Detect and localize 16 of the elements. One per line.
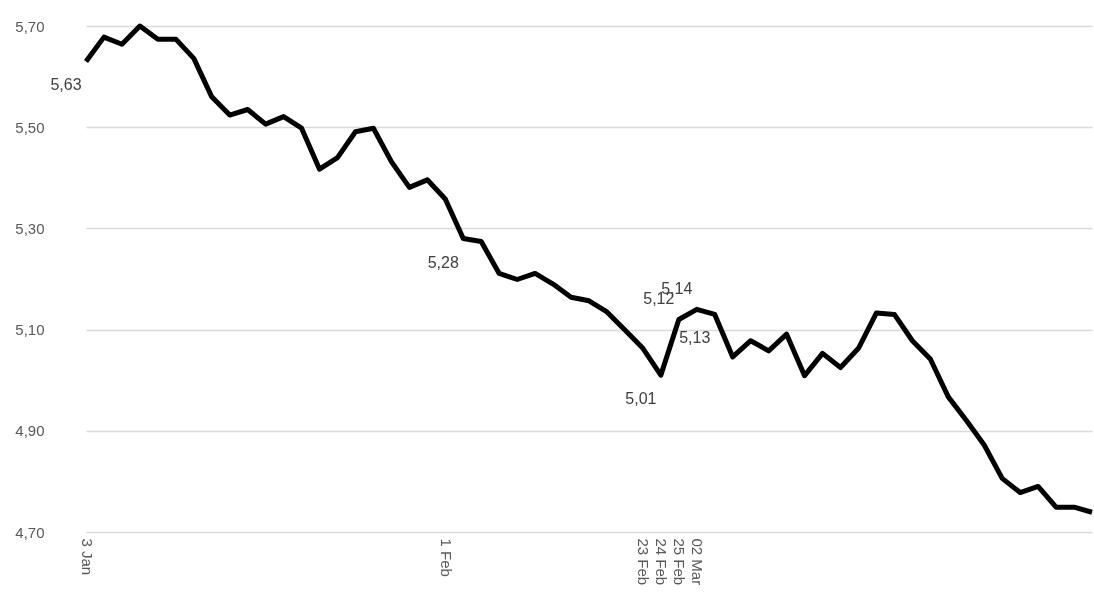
y-tick-label: 4,90	[15, 422, 45, 440]
y-tick-label: 5,70	[15, 17, 45, 35]
x-tick-label: 1 Feb	[437, 538, 455, 577]
data-label: 5,13	[679, 329, 711, 347]
x-tick-label: 3 Jan	[78, 538, 96, 576]
y-tick-label: 5,10	[15, 321, 45, 339]
data-label: 5,63	[50, 76, 82, 94]
x-tick-label: 23 Feb	[635, 538, 653, 586]
x-tick-label: 02 Mar	[689, 538, 707, 586]
y-tick-label: 5,30	[15, 219, 45, 237]
y-tick-label: 4,70	[15, 523, 45, 541]
y-tick-label: 5,50	[15, 118, 45, 136]
data-label: 5,28	[427, 253, 459, 271]
data-label: 5,01	[625, 390, 657, 408]
x-tick-label: 24 Feb	[653, 538, 671, 586]
x-tick-label: 25 Feb	[671, 538, 689, 586]
